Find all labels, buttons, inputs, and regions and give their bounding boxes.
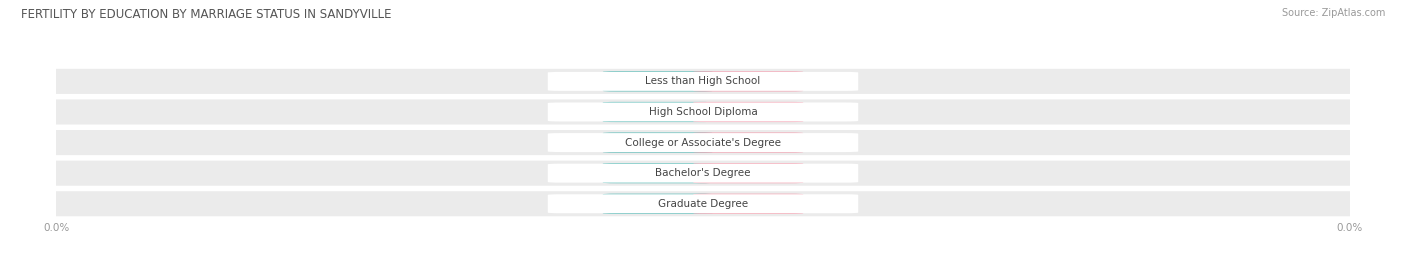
FancyBboxPatch shape <box>693 132 803 153</box>
Text: Less than High School: Less than High School <box>645 76 761 86</box>
Text: 0.0%: 0.0% <box>644 137 671 148</box>
Text: College or Associate's Degree: College or Associate's Degree <box>626 137 780 148</box>
FancyBboxPatch shape <box>548 72 858 91</box>
Text: 0.0%: 0.0% <box>735 107 762 117</box>
FancyBboxPatch shape <box>548 164 858 183</box>
FancyBboxPatch shape <box>603 71 713 91</box>
FancyBboxPatch shape <box>31 161 1375 186</box>
FancyBboxPatch shape <box>693 102 803 122</box>
FancyBboxPatch shape <box>31 191 1375 216</box>
FancyBboxPatch shape <box>603 102 713 122</box>
Text: 0.0%: 0.0% <box>644 168 671 178</box>
Text: High School Diploma: High School Diploma <box>648 107 758 117</box>
FancyBboxPatch shape <box>693 71 803 91</box>
Text: 0.0%: 0.0% <box>735 137 762 148</box>
Text: Graduate Degree: Graduate Degree <box>658 199 748 209</box>
Text: 0.0%: 0.0% <box>735 76 762 86</box>
Text: Bachelor's Degree: Bachelor's Degree <box>655 168 751 178</box>
FancyBboxPatch shape <box>693 194 803 214</box>
Text: 0.0%: 0.0% <box>735 199 762 209</box>
Text: 0.0%: 0.0% <box>644 199 671 209</box>
FancyBboxPatch shape <box>548 102 858 122</box>
Text: FERTILITY BY EDUCATION BY MARRIAGE STATUS IN SANDYVILLE: FERTILITY BY EDUCATION BY MARRIAGE STATU… <box>21 8 392 21</box>
FancyBboxPatch shape <box>31 69 1375 94</box>
FancyBboxPatch shape <box>31 100 1375 125</box>
FancyBboxPatch shape <box>548 194 858 213</box>
FancyBboxPatch shape <box>603 132 713 153</box>
FancyBboxPatch shape <box>548 133 858 152</box>
Text: Source: ZipAtlas.com: Source: ZipAtlas.com <box>1281 8 1385 18</box>
FancyBboxPatch shape <box>31 130 1375 155</box>
FancyBboxPatch shape <box>693 163 803 183</box>
Text: 0.0%: 0.0% <box>644 76 671 86</box>
FancyBboxPatch shape <box>603 194 713 214</box>
Text: 0.0%: 0.0% <box>735 168 762 178</box>
FancyBboxPatch shape <box>603 163 713 183</box>
Text: 0.0%: 0.0% <box>644 107 671 117</box>
